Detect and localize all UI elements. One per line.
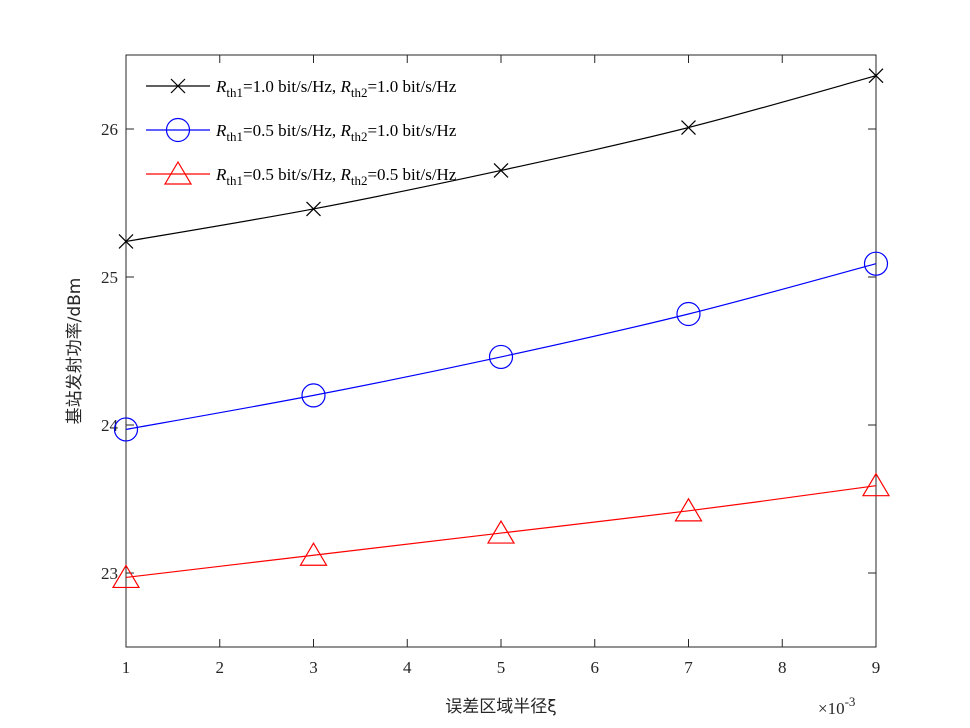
x-marker <box>681 120 696 135</box>
triangle-marker <box>861 472 891 497</box>
x-tick-label: 9 <box>872 658 881 677</box>
x-tick-label: 8 <box>778 658 787 677</box>
x-axis-multiplier: ×10-3 <box>818 694 855 718</box>
circle-marker <box>488 344 514 370</box>
legend-item: Rth1=0.5 bit/s/Hz, Rth2=1.0 bit/s/Hz <box>146 117 457 144</box>
legend-label-part: R <box>339 77 351 96</box>
y-tick-label: 23 <box>101 564 118 583</box>
x-axis-label: 误差区域半径ξ <box>445 697 556 717</box>
series-line <box>125 263 877 431</box>
y-tick-label: 24 <box>101 416 119 435</box>
series-2 <box>113 251 889 442</box>
x-axis-multiplier-exponent: -3 <box>845 694 856 709</box>
legend-label-part: th1 <box>226 173 243 188</box>
circle-marker <box>113 417 139 442</box>
series-layer <box>111 68 891 589</box>
series-3 <box>111 472 891 589</box>
x-tick-label: 7 <box>684 658 693 677</box>
circle-marker <box>165 117 191 143</box>
legend-label-part: th1 <box>226 129 243 144</box>
x-marker <box>306 201 321 217</box>
x-tick-label: 4 <box>403 658 412 677</box>
legend-label-part: th1 <box>226 85 243 100</box>
legend-label-part: =0.5 bit/s/Hz, <box>243 121 340 140</box>
x-tick-label: 1 <box>122 658 131 677</box>
legend: Rth1=1.0 bit/s/Hz, Rth2=1.0 bit/s/HzRth1… <box>146 77 457 188</box>
legend-label: Rth1=0.5 bit/s/Hz, Rth2=0.5 bit/s/Hz <box>215 165 457 188</box>
legend-label: Rth1=0.5 bit/s/Hz, Rth2=1.0 bit/s/Hz <box>215 121 457 144</box>
legend-label-part: R <box>339 121 351 140</box>
legend-label-part: =0.5 bit/s/Hz, <box>243 165 340 184</box>
x-tick-label: 3 <box>309 658 318 677</box>
x-tick-label: 5 <box>497 658 506 677</box>
x-marker <box>868 68 884 84</box>
y-tick-label: 26 <box>101 120 118 139</box>
y-axis-label: 基站发射功率/dBm <box>65 278 85 425</box>
legend-item: Rth1=1.0 bit/s/Hz, Rth2=1.0 bit/s/Hz <box>146 77 457 100</box>
circle-marker <box>676 301 701 327</box>
y-tick-label: 25 <box>101 268 118 287</box>
x-marker <box>118 234 134 249</box>
legend-label-part: =1.0 bit/s/Hz <box>367 121 456 140</box>
legend-label-part: R <box>215 121 227 140</box>
legend-label-part: =0.5 bit/s/Hz <box>367 165 456 184</box>
x-tick-label: 6 <box>591 658 600 677</box>
series-1 <box>118 68 884 249</box>
x-marker <box>493 163 509 178</box>
legend-label-part: R <box>215 77 227 96</box>
triangle-marker <box>111 564 141 589</box>
triangle-marker <box>486 519 516 544</box>
legend-label: Rth1=1.0 bit/s/Hz, Rth2=1.0 bit/s/Hz <box>215 77 457 100</box>
circle-marker <box>863 251 889 276</box>
triangle-marker <box>674 497 703 522</box>
triangle-marker <box>163 160 193 185</box>
legend-label-part: th2 <box>351 85 368 100</box>
legend-label-part: R <box>339 165 351 184</box>
x-marker <box>170 78 186 94</box>
legend-label-part: th2 <box>351 173 368 188</box>
plot-area <box>125 54 877 648</box>
legend-label-part: =1.0 bit/s/Hz <box>367 77 456 96</box>
legend-label-part: =1.0 bit/s/Hz, <box>243 77 340 96</box>
axes-frame <box>125 54 877 648</box>
x-tick-label: 2 <box>216 658 225 677</box>
legend-item: Rth1=0.5 bit/s/Hz, Rth2=0.5 bit/s/Hz <box>146 160 457 188</box>
triangle-marker <box>299 542 328 566</box>
legend-label-part: th2 <box>351 129 368 144</box>
legend-label-part: R <box>215 165 227 184</box>
circle-marker <box>301 383 326 408</box>
series-line <box>125 485 877 579</box>
x-axis-multiplier-base: ×10 <box>818 699 845 718</box>
